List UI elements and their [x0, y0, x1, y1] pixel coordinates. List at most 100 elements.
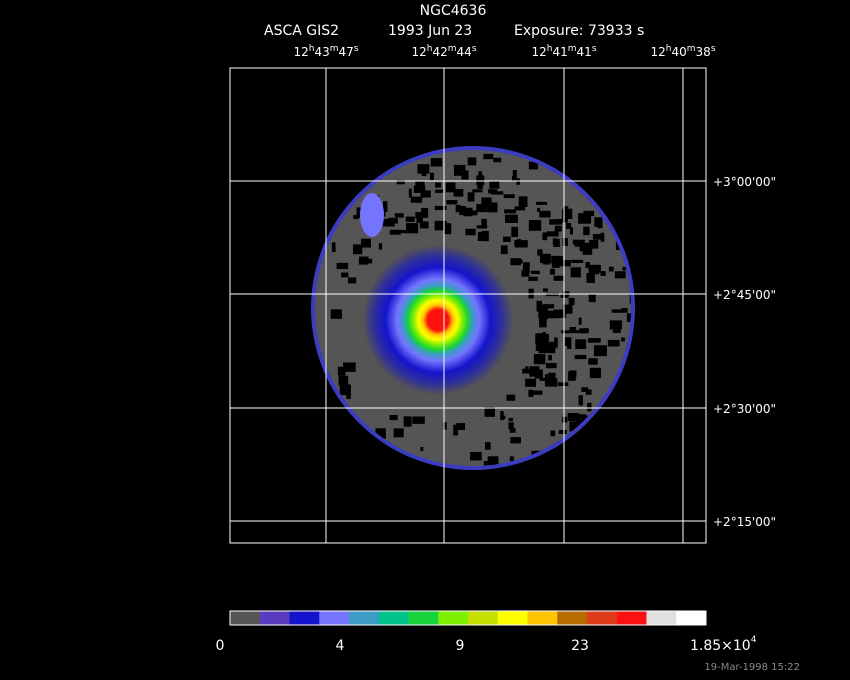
number: 38: [696, 45, 711, 59]
speckle: [467, 192, 475, 202]
speckle: [435, 189, 444, 193]
speckle: [389, 414, 398, 421]
speckle: [410, 196, 423, 203]
speckle: [553, 309, 567, 318]
speckle: [550, 430, 556, 437]
speckle: [588, 294, 596, 303]
title: NGC4636: [420, 3, 487, 19]
speckle: [578, 395, 583, 406]
number: 44: [457, 45, 472, 59]
speckle: [504, 209, 517, 214]
speckle: [346, 390, 351, 400]
speckle: [553, 275, 564, 281]
speckle: [535, 333, 547, 344]
speckle: [421, 208, 429, 218]
colorbar-cell: [289, 611, 320, 625]
speckle: [592, 234, 604, 240]
speckle: [608, 266, 614, 272]
colorbar-cell: [378, 611, 409, 625]
speckle: [582, 245, 593, 255]
unit: s: [592, 44, 597, 54]
speckle: [535, 340, 549, 351]
number: 42: [432, 45, 447, 59]
speckle: [537, 249, 543, 256]
speckle: [485, 442, 491, 450]
speckle: [542, 331, 547, 342]
speckle: [348, 277, 357, 284]
speckle: [546, 231, 559, 237]
unit: m: [687, 44, 696, 54]
speckle: [612, 329, 621, 333]
speckle: [472, 189, 483, 193]
speckle: [514, 240, 528, 248]
speckle: [331, 312, 342, 318]
blob: [360, 193, 384, 237]
speckle: [360, 238, 371, 248]
speckle: [461, 170, 469, 180]
speckle: [490, 191, 504, 195]
speckle: [375, 428, 386, 439]
speckle: [337, 366, 346, 376]
speckle: [417, 164, 430, 174]
speckle: [415, 181, 422, 190]
unit: s: [472, 44, 477, 54]
speckle: [581, 387, 589, 392]
speckle: [567, 413, 580, 421]
speckle: [538, 310, 549, 320]
speckle: [574, 355, 587, 360]
ra-label: 12h41m41s: [531, 44, 596, 59]
speckle: [549, 219, 562, 225]
speckle: [500, 415, 506, 420]
speckle: [561, 330, 570, 334]
speckle: [562, 304, 573, 314]
speckle: [557, 218, 568, 223]
speckle: [560, 294, 569, 298]
colorbar-cell: [319, 611, 350, 625]
number: 47: [339, 45, 354, 59]
speckle: [388, 217, 398, 224]
speckle: [533, 354, 546, 365]
number: 12: [650, 45, 665, 59]
speckle: [578, 213, 592, 224]
speckle: [512, 175, 516, 181]
speckle: [528, 276, 538, 281]
speckle: [412, 416, 425, 424]
speckle: [539, 210, 551, 218]
colorbar-cell: [408, 611, 439, 625]
speckle: [389, 229, 401, 235]
speckle: [331, 242, 336, 253]
speckle: [588, 264, 600, 275]
speckle: [509, 427, 516, 433]
speckle: [455, 204, 462, 213]
colorbar-cell: [676, 611, 707, 625]
speckle: [465, 228, 476, 236]
speckle: [622, 266, 630, 271]
speckle: [481, 218, 487, 228]
unit: m: [448, 44, 457, 54]
speckle: [420, 447, 424, 452]
speckle: [587, 338, 601, 343]
speckle: [516, 178, 520, 185]
speckle: [538, 311, 542, 319]
speckle: [626, 313, 631, 322]
speckle: [430, 158, 443, 167]
speckle: [445, 182, 456, 193]
speckle: [483, 153, 494, 160]
speckle: [481, 197, 492, 208]
speckle: [522, 368, 531, 374]
speckle: [416, 216, 423, 223]
speckle: [548, 354, 552, 361]
speckle: [563, 206, 569, 214]
speckle: [581, 328, 587, 334]
unit: h: [427, 44, 433, 54]
speckle: [561, 208, 573, 219]
speckle: [360, 258, 373, 264]
unit: s: [711, 44, 716, 54]
number: 43: [314, 45, 329, 59]
speckle: [521, 270, 530, 277]
speckle: [338, 375, 349, 386]
speckle: [341, 272, 349, 278]
speckle: [576, 414, 587, 424]
speckle: [542, 288, 548, 292]
